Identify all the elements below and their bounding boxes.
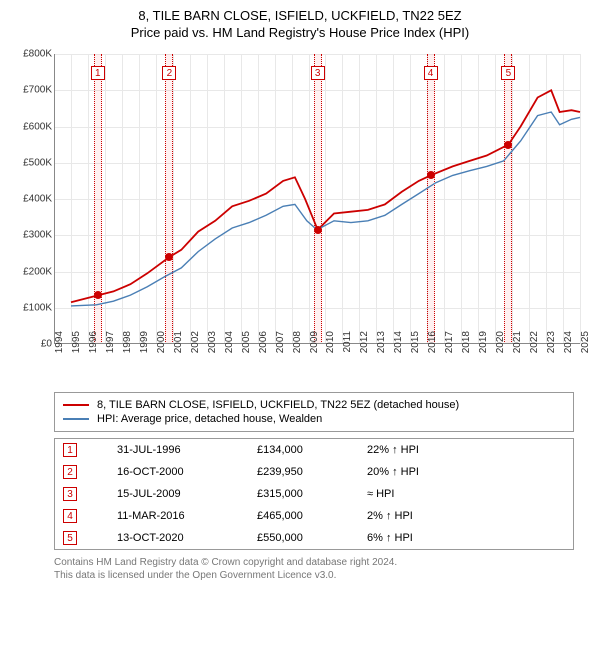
x-tick-label: 2008 — [292, 331, 303, 361]
x-tick-label: 2005 — [241, 331, 252, 361]
sales-row: 3 15-JUL-2009£315,000≈ HPI — [55, 483, 573, 505]
x-tick-label: 1999 — [139, 331, 150, 361]
sales-row-pct: ≈ HPI — [367, 488, 467, 500]
sale-marker-label: 1 — [91, 66, 105, 80]
sales-row-index: 5 — [63, 531, 77, 545]
legend-swatch — [63, 404, 89, 406]
footer-line-2: This data is licensed under the Open Gov… — [54, 569, 588, 582]
y-tick-label: £700K — [12, 85, 52, 96]
sales-row-date: 31-JUL-1996 — [117, 444, 257, 456]
x-tick-label: 2022 — [529, 331, 540, 361]
x-tick-label: 2013 — [376, 331, 387, 361]
x-tick-label: 2023 — [546, 331, 557, 361]
x-tick-label: 2020 — [495, 331, 506, 361]
x-tick-label: 2021 — [512, 331, 523, 361]
footer-attribution: Contains HM Land Registry data © Crown c… — [54, 556, 588, 582]
x-tick-label: 2024 — [563, 331, 574, 361]
sales-row-price: £239,950 — [257, 466, 367, 478]
sales-row-price: £550,000 — [257, 532, 367, 544]
x-tick-label: 2016 — [427, 331, 438, 361]
sales-row-index: 1 — [63, 443, 77, 457]
sales-row-date: 15-JUL-2009 — [117, 488, 257, 500]
x-tick-label: 1994 — [54, 331, 65, 361]
x-tick-label: 2009 — [309, 331, 320, 361]
sales-row-date: 13-OCT-2020 — [117, 532, 257, 544]
x-tick-label: 2006 — [258, 331, 269, 361]
sales-row-pct: 2% ↑ HPI — [367, 510, 467, 522]
legend-item: HPI: Average price, detached house, Weal… — [63, 413, 565, 425]
sales-row-index: 3 — [63, 487, 77, 501]
sales-row: 5 13-OCT-2020£550,0006% ↑ HPI — [55, 527, 573, 549]
x-tick-label: 2019 — [478, 331, 489, 361]
sales-row-price: £134,000 — [257, 444, 367, 456]
y-tick-label: £500K — [12, 157, 52, 168]
x-tick-label: 2015 — [410, 331, 421, 361]
gridline-v — [580, 54, 581, 344]
sale-marker-label: 4 — [424, 66, 438, 80]
y-tick-label: £0 — [12, 339, 52, 350]
sales-row-date: 11-MAR-2016 — [117, 510, 257, 522]
legend-swatch — [63, 418, 89, 420]
y-tick-label: £300K — [12, 230, 52, 241]
sales-row: 2 16-OCT-2000£239,95020% ↑ HPI — [55, 461, 573, 483]
sale-marker-label: 5 — [501, 66, 515, 80]
legend-item: 8, TILE BARN CLOSE, ISFIELD, UCKFIELD, T… — [63, 399, 565, 411]
x-tick-label: 2018 — [461, 331, 472, 361]
sales-row-index: 2 — [63, 465, 77, 479]
x-tick-label: 2010 — [325, 331, 336, 361]
sales-row-index: 4 — [63, 509, 77, 523]
x-tick-label: 1995 — [71, 331, 82, 361]
legend: 8, TILE BARN CLOSE, ISFIELD, UCKFIELD, T… — [54, 392, 574, 432]
chart-subtitle: Price paid vs. HM Land Registry's House … — [12, 25, 588, 40]
y-tick-label: £100K — [12, 302, 52, 313]
footer-line-1: Contains HM Land Registry data © Crown c… — [54, 556, 588, 569]
x-tick-label: 2014 — [393, 331, 404, 361]
plot-frame — [54, 54, 580, 344]
sales-table: 1 31-JUL-1996£134,00022% ↑ HPI 2 16-OCT-200… — [54, 438, 574, 550]
x-tick-label: 2001 — [173, 331, 184, 361]
title-block: 8, TILE BARN CLOSE, ISFIELD, UCKFIELD, T… — [12, 8, 588, 40]
sales-row: 4 11-MAR-2016£465,0002% ↑ HPI — [55, 505, 573, 527]
legend-label: HPI: Average price, detached house, Weal… — [97, 413, 322, 425]
x-tick-label: 2007 — [275, 331, 286, 361]
x-tick-label: 2000 — [156, 331, 167, 361]
x-tick-label: 2025 — [580, 331, 591, 361]
sales-row-price: £315,000 — [257, 488, 367, 500]
chart-container: 8, TILE BARN CLOSE, ISFIELD, UCKFIELD, T… — [0, 0, 600, 590]
sales-row-date: 16-OCT-2000 — [117, 466, 257, 478]
y-tick-label: £800K — [12, 49, 52, 60]
sales-row: 1 31-JUL-1996£134,00022% ↑ HPI — [55, 439, 573, 461]
sales-row-pct: 6% ↑ HPI — [367, 532, 467, 544]
y-tick-label: £600K — [12, 121, 52, 132]
sale-marker-label: 3 — [311, 66, 325, 80]
chart-area: 1 2 3 4 5 £0 £100K £200K £300K £400K £500K £600K £7… — [12, 46, 588, 386]
x-tick-label: 1998 — [122, 331, 133, 361]
x-tick-label: 1997 — [105, 331, 116, 361]
x-tick-label: 2004 — [224, 331, 235, 361]
x-tick-label: 2003 — [207, 331, 218, 361]
chart-title: 8, TILE BARN CLOSE, ISFIELD, UCKFIELD, T… — [12, 8, 588, 23]
y-tick-label: £400K — [12, 194, 52, 205]
x-tick-label: 2002 — [190, 331, 201, 361]
x-tick-label: 2012 — [359, 331, 370, 361]
sales-row-pct: 22% ↑ HPI — [367, 444, 467, 456]
sale-marker-label: 2 — [162, 66, 176, 80]
x-tick-label: 2011 — [342, 331, 353, 361]
sales-row-pct: 20% ↑ HPI — [367, 466, 467, 478]
x-tick-label: 2017 — [444, 331, 455, 361]
sales-row-price: £465,000 — [257, 510, 367, 522]
y-tick-label: £200K — [12, 266, 52, 277]
legend-label: 8, TILE BARN CLOSE, ISFIELD, UCKFIELD, T… — [97, 399, 459, 411]
x-tick-label: 1996 — [88, 331, 99, 361]
